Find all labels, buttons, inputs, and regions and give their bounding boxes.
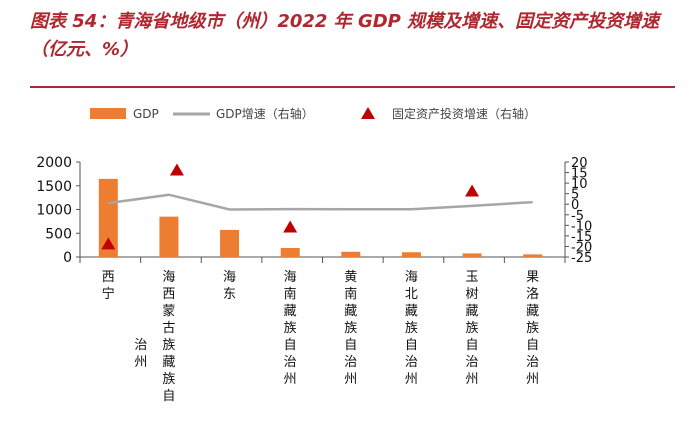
gdp-bar xyxy=(220,229,240,257)
x-category-label: 自 xyxy=(466,338,479,353)
right-tick-label: 15 xyxy=(571,167,588,182)
x-category-label: 洛 xyxy=(526,287,539,302)
x-category-label: 西 xyxy=(102,270,115,285)
right-tick-label: 5 xyxy=(571,188,579,203)
right-tick-label: -20 xyxy=(571,240,592,255)
x-category-label: 州 xyxy=(405,372,418,387)
x-category-label: 族 xyxy=(284,320,297,336)
x-category-label: 州 xyxy=(284,372,297,387)
x-category-label: 藏 xyxy=(284,304,297,319)
x-category-label: 自 xyxy=(526,338,539,353)
gdp-bar xyxy=(159,216,179,257)
x-category-label: 族 xyxy=(466,320,479,336)
legend-growth-label: GDP增速（右轴） xyxy=(216,106,314,121)
gdp-bar xyxy=(462,253,482,257)
right-tick-label: -5 xyxy=(571,209,584,224)
x-category-label: 藏 xyxy=(466,304,479,319)
x-category-label: 自 xyxy=(162,389,175,404)
x-category-label: 树 xyxy=(466,287,479,302)
legend-gdp-swatch xyxy=(90,108,126,119)
x-category-label: 海 xyxy=(223,270,236,285)
right-tick-label: 0 xyxy=(571,198,579,213)
legend-gdp-label: GDP xyxy=(133,107,159,121)
x-category-label: 海 xyxy=(405,270,418,285)
investment-growth-marker xyxy=(169,163,184,176)
left-tick-label: 1500 xyxy=(36,179,72,195)
left-tick-label: 2000 xyxy=(36,155,72,171)
x-category-label: 族 xyxy=(344,320,357,336)
x-category-label: 黄 xyxy=(344,270,357,285)
x-category-label: 海 xyxy=(162,270,175,285)
right-tick-label: 10 xyxy=(571,177,588,192)
right-tick-label: -10 xyxy=(571,219,592,234)
x-category-label: 蒙 xyxy=(162,304,175,319)
x-category-label: 族 xyxy=(162,337,175,353)
x-category-label: 东 xyxy=(223,287,236,302)
x-category-label: 自 xyxy=(284,338,297,353)
x-category-label: 南 xyxy=(284,286,297,302)
gdp-bar xyxy=(98,178,118,257)
x-category-label: 果 xyxy=(526,270,539,285)
x-category-label: 州 xyxy=(344,372,357,387)
legend-investment-label: 固定资产投资增速（右轴） xyxy=(392,106,536,121)
investment-growth-marker xyxy=(465,184,480,197)
x-category-label: 治 xyxy=(405,355,418,370)
investment-growth-marker xyxy=(283,220,298,233)
chart-title: 图表 54：青海省地级市（州）2022 年 GDP 规模及增速、固定资产投资增速… xyxy=(30,11,660,60)
gdp-bar xyxy=(523,254,543,257)
right-tick-label: -15 xyxy=(571,230,592,245)
x-category-label: 族 xyxy=(526,320,539,336)
x-category-label: 藏 xyxy=(344,304,357,319)
left-tick-label: 0 xyxy=(63,250,72,266)
x-category-label: 自 xyxy=(405,338,418,353)
x-category-label: 族 xyxy=(162,371,175,387)
x-category-label: 州 xyxy=(466,372,479,387)
left-tick-label: 1000 xyxy=(36,203,72,219)
x-category-label: 自 xyxy=(344,338,357,353)
x-category-label: 治 xyxy=(466,355,479,370)
x-category-label: 南 xyxy=(344,286,357,302)
x-category-label: 治 xyxy=(284,355,297,370)
legend-investment-swatch xyxy=(361,107,375,119)
x-category-label: 宁 xyxy=(102,286,115,302)
x-category-label: 海 xyxy=(284,270,297,285)
x-category-label: 族 xyxy=(405,320,418,336)
right-tick-label: 20 xyxy=(571,156,588,171)
gdp-bar xyxy=(280,247,300,257)
right-tick-label: -25 xyxy=(571,251,592,266)
x-category-label: 藏 xyxy=(162,355,175,370)
x-category-label: 治 xyxy=(344,355,357,370)
gdp-bar xyxy=(401,252,421,257)
title-underline xyxy=(30,86,675,88)
investment-growth-marker xyxy=(101,237,116,250)
x-category-label: 西 xyxy=(162,287,175,302)
x-category-label: 玉 xyxy=(466,270,479,285)
x-category-label: 藏 xyxy=(526,304,539,319)
x-category-label: 州 xyxy=(526,372,539,387)
x-category-label: 治 xyxy=(134,338,147,353)
x-category-label: 藏 xyxy=(405,304,418,319)
gdp-bar xyxy=(341,251,361,257)
gdp-growth-line xyxy=(108,193,533,211)
left-tick-label: 500 xyxy=(45,226,72,242)
x-category-label: 古 xyxy=(162,321,175,336)
x-category-label: 治 xyxy=(526,355,539,370)
x-category-label: 北 xyxy=(405,287,418,302)
x-category-label: 州 xyxy=(134,355,147,370)
